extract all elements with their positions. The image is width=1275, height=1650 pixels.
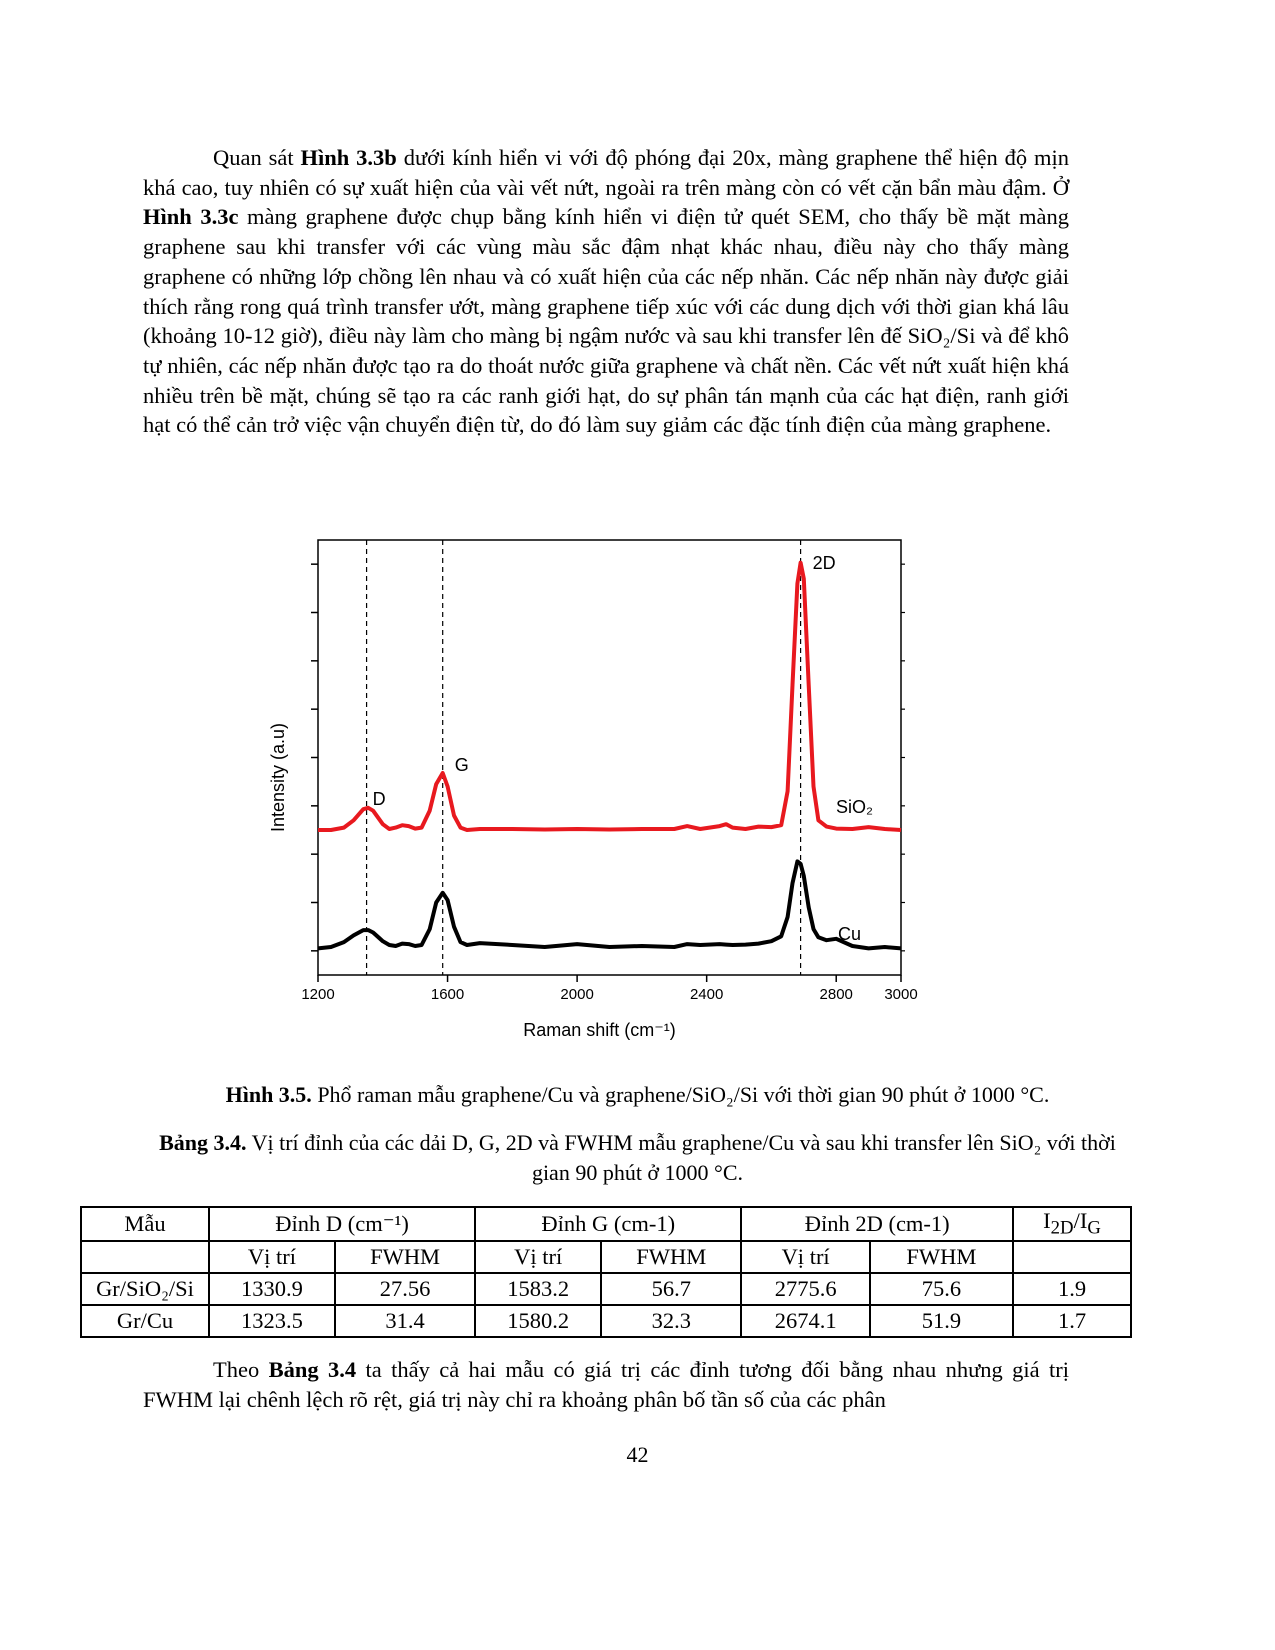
text: ta thấy cả hai mẫu có giá trị các đỉnh t… [143,1357,1069,1412]
table-cell: 1583.2 [474,1271,603,1306]
table-cell: Gr/SiO₂/Si [80,1271,210,1306]
text: màng graphene được chụp bằng kính hiển v… [143,204,1069,438]
subheader-cell: FWHM [868,1239,1015,1274]
subheader-cell: Vị trí [474,1239,603,1274]
table-cell: 2674.1 [740,1303,871,1338]
x-tick-label: 3000 [884,986,917,1003]
x-tick-label: 2400 [690,986,723,1003]
table-cell: 1323.5 [208,1303,336,1338]
bold-ref: Hình 3.3b [300,145,397,170]
x-tick-label: 2800 [820,986,853,1003]
series-label: Cu [838,924,861,944]
subheader-cell: Vị trí [740,1239,871,1274]
y-axis-label: Intensity (a.u) [268,723,288,832]
subheader-cell: Vị trí [208,1239,336,1274]
peak-annotation: G [455,755,469,775]
header-cell: I2D/IG [1012,1206,1132,1242]
x-tick-label: 2000 [560,986,593,1003]
empty-cell [80,1239,210,1274]
subheader-row: Vị trí FWHM Vị trí FWHM Vị trí FWHM [80,1239,1132,1274]
subscript: G [1087,1217,1101,1239]
table-cell: 75.6 [868,1271,1015,1306]
table-caption: Bảng 3.4. Vị trí đỉnh của các dải D, G, … [140,1128,1135,1188]
header-cell: Mẫu [80,1206,210,1242]
series-line [317,859,902,951]
text: dưới kính hiển vi với độ phóng đại 20x, … [143,145,1070,200]
table-row: Gr/Cu 1323.5 31.4 1580.2 32.3 2674.1 51.9 1.7 [80,1303,1132,1338]
table-cell: 27.56 [333,1271,477,1306]
table-cell: 1330.9 [208,1271,336,1306]
bold-ref: Bảng 3.4 [268,1357,357,1382]
series-label: SiO₂ [836,797,873,817]
table-cell: 56.7 [600,1271,743,1306]
page-number: 42 [626,1442,649,1467]
table-cell: 51.9 [868,1303,1015,1338]
caption-text: Phổ raman mẫu graphene/Cu và graphene/Si… [311,1082,1050,1107]
data-table: Mẫu Đỉnh D (cm⁻¹) Đỉnh G (cm-1) Đỉnh 2D … [80,1206,1132,1338]
chart: 1200 1600 2000 2400 2800 3000 Raman shift (cm⁻… [268,539,918,1040]
bold-ref: Hình 3.3c [143,204,239,230]
table-cell: 1580.2 [474,1303,603,1338]
text: Quan sát [213,145,301,170]
paragraph: Theo Bảng 3.4 ta thấy cả hai mẫu có giá … [143,1355,1069,1414]
x-tick-label: 1600 [431,986,464,1003]
subheader-cell: FWHM [333,1239,477,1274]
text: /I [1073,1208,1088,1233]
table-cell: 1.9 [1012,1271,1132,1306]
caption-text: Vị trí đỉnh của các dải D, G, 2D và FWHM… [246,1130,1116,1185]
paragraph: Quan sát Hình 3.3b dưới kính hiển vi với… [143,143,1069,440]
table-body: Gr/SiO₂/Si 1330.9 27.56 1583.2 56.7 2775.6 75.… [80,1271,1132,1338]
peak-annotation: 2D [813,553,836,573]
header-cell: Đỉnh 2D (cm-1) [740,1206,1014,1242]
table-cell: 32.3 [600,1303,743,1338]
text: Theo [213,1357,269,1382]
table-row: Gr/SiO₂/Si 1330.9 27.56 1583.2 56.7 2775.6 75.… [80,1271,1132,1306]
header-row: Mẫu Đỉnh D (cm⁻¹) Đỉnh G (cm-1) Đỉnh 2D … [80,1206,1132,1242]
caption-label: Hình 3.5. [225,1082,312,1107]
subscript: 2D [1050,1217,1074,1239]
subheader-cell: FWHM [600,1239,743,1274]
header-cell: Đỉnh G (cm-1) [474,1206,743,1242]
table-cell: 31.4 [333,1303,477,1338]
series-line [318,560,902,832]
text: I [1043,1208,1051,1233]
header-cell: Đỉnh D (cm⁻¹) [207,1206,477,1242]
peak-annotation: D [373,789,386,809]
empty-cell [1012,1239,1132,1274]
caption-label: Bảng 3.4. [159,1130,247,1155]
table-cell: 2775.6 [740,1271,871,1306]
table-cell: Gr/Cu [80,1303,210,1338]
x-axis-label: Raman shift (cm⁻¹) [523,1020,676,1040]
figure-caption: Hình 3.5. Phổ raman mẫu graphene/Cu và g… [130,1080,1145,1110]
table-cell: 1.7 [1012,1303,1132,1338]
x-tick-label: 1200 [301,986,334,1003]
